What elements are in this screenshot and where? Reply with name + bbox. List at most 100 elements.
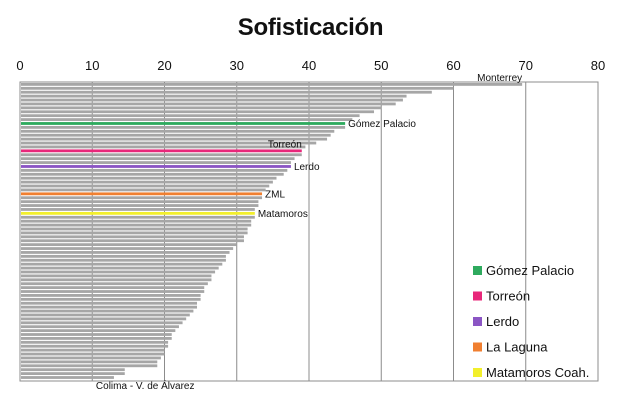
bar-label: Torreón [268,139,302,150]
bar [21,247,234,250]
bar [21,270,216,274]
bar [21,376,114,379]
bar [21,329,176,333]
bar [21,231,248,235]
bar [21,235,244,239]
bar [21,192,263,196]
bar [21,282,208,286]
bar-label: Monterrey [477,73,522,84]
bar [21,243,237,247]
bar [21,294,201,297]
bar [21,208,255,211]
bar [21,98,403,102]
bar [21,262,223,266]
x-tick-label: 50 [374,58,388,73]
x-tick-label: 80 [591,58,605,73]
bar [21,125,346,129]
bar [21,372,125,375]
legend-label: La Laguna [486,340,548,355]
bar [21,321,183,325]
bar [21,180,273,184]
bar [21,368,125,372]
bar [21,274,212,278]
bar [21,83,523,86]
bar [21,313,190,317]
bar [21,227,248,231]
bar [21,114,360,118]
bar-label: Lerdo [294,162,320,173]
x-tick-label: 10 [85,58,99,73]
bar [21,204,259,207]
bar [21,153,302,157]
bar [21,94,407,98]
bar [21,188,266,192]
bar [21,149,302,153]
bar [21,348,165,352]
bar [21,352,165,356]
bar [21,223,252,227]
bar [21,290,205,293]
bar [21,137,328,141]
x-tick-label: 20 [157,58,171,73]
bar [21,90,432,94]
bar [21,301,198,305]
bar [21,364,158,368]
bar [21,145,306,149]
bar [21,86,454,90]
bar [21,254,226,258]
bar [21,196,263,200]
legend-label: Gómez Palacio [486,263,574,278]
bar [21,129,335,133]
x-tick-label: 30 [230,58,244,73]
legend-label: Matamoros Coah. [486,365,589,380]
bar [21,297,201,301]
bar [21,337,172,340]
bar [21,356,161,360]
legend-swatch [473,317,482,326]
bar-label: Colima - V. de Álvarez [96,379,195,392]
bar [21,258,226,262]
legend-swatch [473,342,482,352]
bar [21,360,158,364]
x-tick-label: 40 [302,58,316,73]
bar [21,168,288,172]
bar [21,176,277,180]
legend-swatch [473,266,482,275]
x-tick-label: 0 [16,58,23,73]
bar-label: ZML [265,189,285,200]
legend-label: Torreón [486,289,530,304]
bar-label: Gómez Palacio [348,119,416,130]
legend-swatch [473,291,482,301]
bar [21,305,198,309]
bar [21,110,375,114]
bar-label: Matamoros [258,209,308,220]
bar [21,133,331,137]
bar [21,317,187,321]
bar [21,106,382,110]
x-tick-label: 70 [519,58,533,73]
bar [21,118,353,121]
bar [21,215,255,219]
bar [21,141,317,145]
legend-swatch [473,368,482,377]
bar [21,309,194,313]
bar [21,239,244,243]
bar [21,102,396,106]
bar [21,172,284,176]
bar [21,184,270,188]
bar [21,325,179,329]
bar [21,340,169,344]
bar [21,266,219,270]
bar [21,333,172,336]
bar [21,165,291,168]
bar [21,157,295,161]
chart-title: Sofisticación [237,14,384,41]
bar [21,122,346,125]
bar [21,161,291,164]
bar [21,251,230,254]
bar [21,278,212,282]
x-tick-label: 60 [446,58,460,73]
bar [21,200,259,204]
legend-label: Lerdo [486,314,519,329]
